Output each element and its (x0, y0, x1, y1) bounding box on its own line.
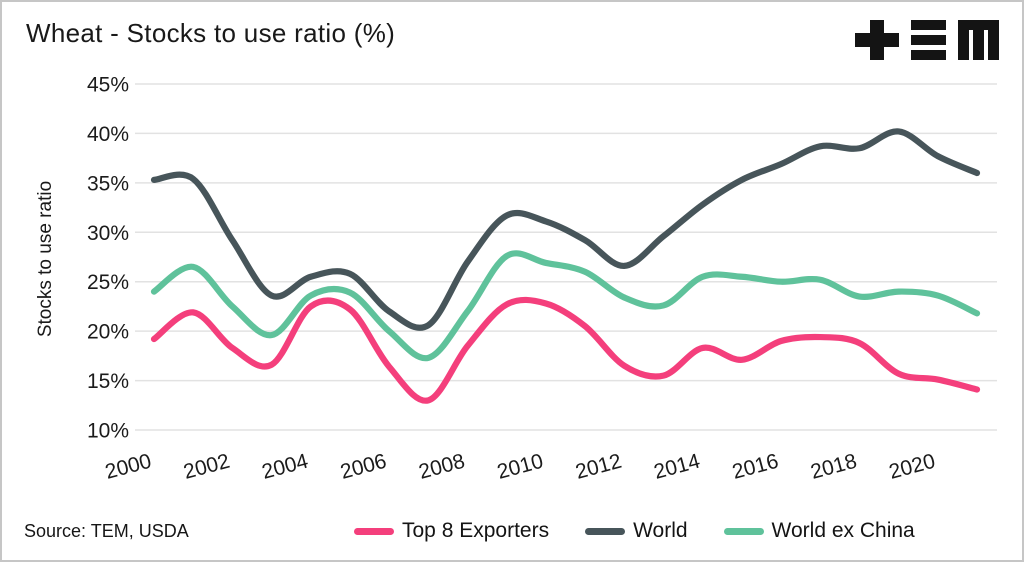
tem-logo (855, 20, 999, 60)
legend-swatch-world-ex-china (723, 527, 764, 535)
x-tick-label: 2016 (730, 450, 781, 484)
series-line-top-8-exporters (150, 296, 981, 404)
x-tick-label: 2018 (808, 450, 859, 484)
x-tick-label: 2006 (338, 450, 389, 484)
x-tick-label: 2002 (181, 450, 232, 484)
y-tick-label: 30% (87, 222, 129, 245)
legend-swatch-world (585, 527, 626, 535)
y-tick-label: 40% (87, 123, 129, 146)
legend: Top 8 Exporters World World ex China (354, 515, 915, 547)
x-tick-label: 2020 (887, 450, 938, 484)
y-tick-label: 35% (87, 172, 129, 195)
m-glyph-icon (958, 20, 999, 60)
x-tick-label: 2012 (573, 450, 624, 484)
series-line-world (150, 128, 981, 331)
legend-item-world-ex-china: World ex China (723, 519, 915, 543)
y-tick-label: 10% (87, 420, 129, 443)
x-tick-label: 2000 (103, 450, 154, 484)
legend-item-label: Top 8 Exporters (402, 519, 550, 542)
legend-item-world: World (585, 519, 688, 543)
chart-title: Wheat - Stocks to use ratio (%) (26, 18, 396, 48)
triple-bar-icon (911, 20, 946, 60)
chart-footer: Source: TEM, USDA Top 8 Exporters World … (2, 515, 1022, 549)
x-tick-label: 2014 (651, 449, 702, 483)
legend-item-label: World (633, 519, 688, 542)
x-tick-label: 2004 (260, 449, 311, 483)
legend-item-top8: Top 8 Exporters (354, 519, 549, 543)
x-tick-label: 2010 (495, 450, 546, 484)
x-tick-label: 2008 (416, 450, 467, 484)
y-tick-label: 15% (87, 370, 129, 393)
plus-icon (855, 20, 899, 60)
y-tick-label: 20% (87, 321, 129, 344)
y-tick-label: 25% (87, 271, 129, 294)
legend-item-label: World ex China (771, 519, 915, 542)
y-tick-label: 45% (87, 74, 129, 97)
source-note: Source: TEM, USDA (24, 521, 189, 541)
series-line-world-ex-china (150, 250, 981, 362)
legend-swatch-top8 (354, 527, 394, 535)
